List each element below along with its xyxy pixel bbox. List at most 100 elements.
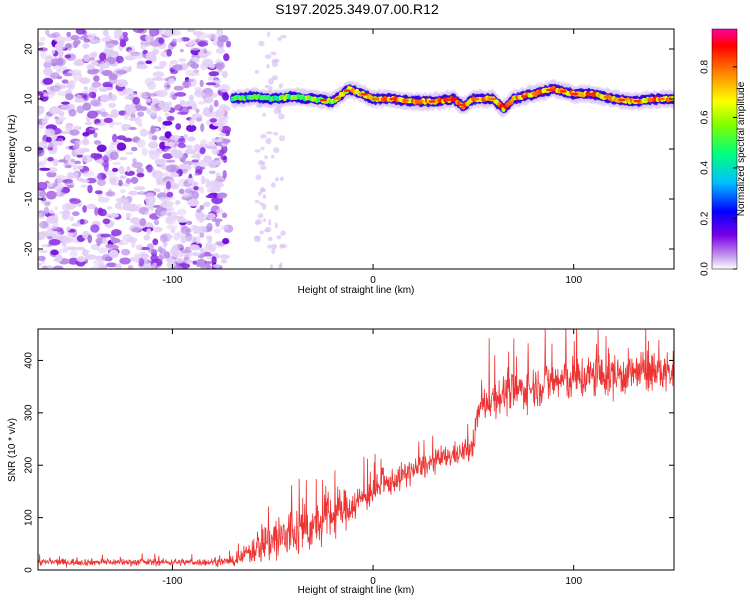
spectrogram-noise-blob: [207, 141, 216, 148]
spectrogram-noise-blob: [47, 147, 54, 151]
spectrogram-noise-blob: [100, 94, 110, 103]
spectrogram-noise-blob: [270, 154, 275, 159]
spectrogram-noise-blob: [109, 151, 119, 160]
spectrogram-noise-blob: [261, 203, 267, 210]
spectrogram-noise-blob: [119, 175, 127, 180]
spectrogram-noise-blob: [66, 226, 71, 232]
spectrogram-noise-blob: [126, 166, 131, 173]
spectrogram-noise-blob: [152, 262, 158, 267]
spectrogram-noise-blob: [162, 153, 173, 160]
spectrogram-noise-blob: [131, 227, 141, 233]
spectrogram-noise-blob: [140, 44, 147, 50]
spectrogram-noise-blob: [68, 109, 77, 117]
spectrogram-noise-blob: [176, 231, 183, 238]
spectrogram-noise-blob: [79, 77, 91, 84]
spectrogram-noise-blob: [143, 265, 152, 269]
spectrogram-noise-blob: [86, 65, 95, 70]
spectrogram-noise-blob: [145, 93, 158, 97]
spectrogram-noise-blob: [196, 208, 202, 213]
spectrogram-noise-blob: [183, 163, 190, 169]
spectrogram-noise-blob: [154, 219, 159, 226]
spectrogram-noise-blob: [63, 72, 73, 77]
spectrogram-x-tick-label: -100: [162, 275, 182, 286]
spectrogram-noise-blob: [187, 29, 196, 33]
spectrogram-noise-blob: [193, 143, 201, 152]
spectrogram-noise-blob: [167, 215, 174, 223]
spectrogram-noise-blob: [158, 101, 170, 109]
snr-y-tick-label: 200: [24, 456, 35, 473]
spectrogram-noise-blob: [136, 172, 145, 178]
spectrogram-noise-blob: [64, 182, 75, 187]
spectrogram-noise-blob: [152, 188, 161, 193]
spectrogram-noise-blob: [277, 36, 283, 41]
spectrogram-ridge-peak: [343, 89, 351, 92]
spectrogram-noise-blob: [86, 203, 97, 210]
spectrogram-noise-blob: [265, 131, 273, 135]
spectrogram-noise-blob: [129, 217, 140, 224]
spectrogram-noise-blob: [190, 62, 199, 69]
spectrogram-noise-blob: [98, 208, 107, 217]
spectrogram-ridge-peak: [586, 92, 594, 96]
spectrogram-noise-blob: [163, 81, 171, 91]
spectrogram-ridge-peak: [416, 100, 424, 103]
spectrogram-noise-blob: [195, 35, 201, 42]
spectrogram-noise-blob: [74, 94, 83, 102]
spectrogram-noise-blob: [159, 60, 168, 68]
spectrogram-noise-blob: [150, 125, 156, 134]
spectrogram-noise-blob: [109, 144, 115, 152]
spectrogram-noise-blob: [176, 111, 189, 115]
spectrogram-noise-blob: [54, 206, 59, 211]
spectrogram-noise-blob: [114, 202, 122, 209]
spectrogram-noise-blob: [160, 210, 172, 217]
spectrogram-noise-blob: [65, 93, 74, 101]
spectrogram-noise-blob: [74, 149, 79, 155]
spectrogram-noise-blob: [175, 257, 185, 264]
spectrogram-noise-blob: [58, 110, 65, 117]
spectrogram-noise-blob: [195, 108, 200, 114]
spectrogram-noise-blob: [125, 212, 132, 218]
spectrogram-noise-blob: [52, 265, 64, 269]
spectrogram-noise-blob: [82, 54, 91, 62]
spectrogram-ridge-peak: [633, 99, 641, 103]
spectrogram-noise-blob: [38, 262, 42, 268]
spectrogram-noise-blob: [110, 238, 121, 244]
spectrogram-noise-blob: [216, 193, 227, 199]
spectrogram-noise-blob: [76, 154, 83, 158]
spectrogram-noise-blob: [258, 159, 264, 166]
colorbar-label: Normalized spectral amplitude: [736, 81, 747, 216]
snr-marks: [38, 329, 674, 568]
spectrogram-noise-blob: [112, 133, 118, 143]
spectrogram-noise-blob: [115, 263, 122, 269]
spectrogram-noise-blob: [221, 105, 232, 112]
colorbar-tick-label: 0.0: [700, 262, 711, 276]
spectrogram-noise-blob: [153, 226, 163, 233]
spectrogram-noise-blob: [39, 167, 51, 171]
spectrogram-ridge-peak: [618, 98, 626, 102]
spectrogram-noise-blob: [108, 175, 120, 183]
spectrogram-noise-blob: [40, 50, 47, 59]
spectrogram-noise-blob: [38, 255, 46, 262]
spectrogram-noise-blob: [147, 248, 159, 254]
spectrogram-x-label: Height of straight line (km): [298, 285, 415, 296]
spectrogram-noise-blob: [216, 29, 223, 37]
spectrogram-noise-blob: [212, 264, 221, 268]
spectrogram-noise-blob: [166, 49, 172, 57]
spectrogram-noise-blob: [53, 231, 62, 240]
spectrogram-noise-blob: [146, 164, 153, 173]
spectrogram-noise-blob: [64, 103, 76, 110]
spectrogram-noise-blob: [196, 117, 203, 122]
spectrogram-noise-blob: [208, 170, 216, 175]
spectrogram-ridge-peak: [360, 93, 368, 96]
spectrogram-noise-blob: [124, 55, 136, 61]
spectrogram-noise-blob: [70, 34, 80, 41]
spectrogram-noise-blob: [206, 188, 216, 193]
spectrogram-noise-blob: [95, 159, 104, 164]
spectrogram-noise-blob: [82, 43, 90, 49]
spectrogram-noise-blob: [176, 37, 184, 43]
spectrogram-noise-blob: [111, 121, 123, 126]
spectrogram-noise-blob: [138, 257, 145, 267]
spectrogram-noise-blob: [194, 172, 200, 176]
spectrogram-noise-blob: [52, 158, 59, 167]
spectrogram-noise-blob: [148, 29, 160, 37]
spectrogram-noise-blob: [169, 172, 180, 178]
